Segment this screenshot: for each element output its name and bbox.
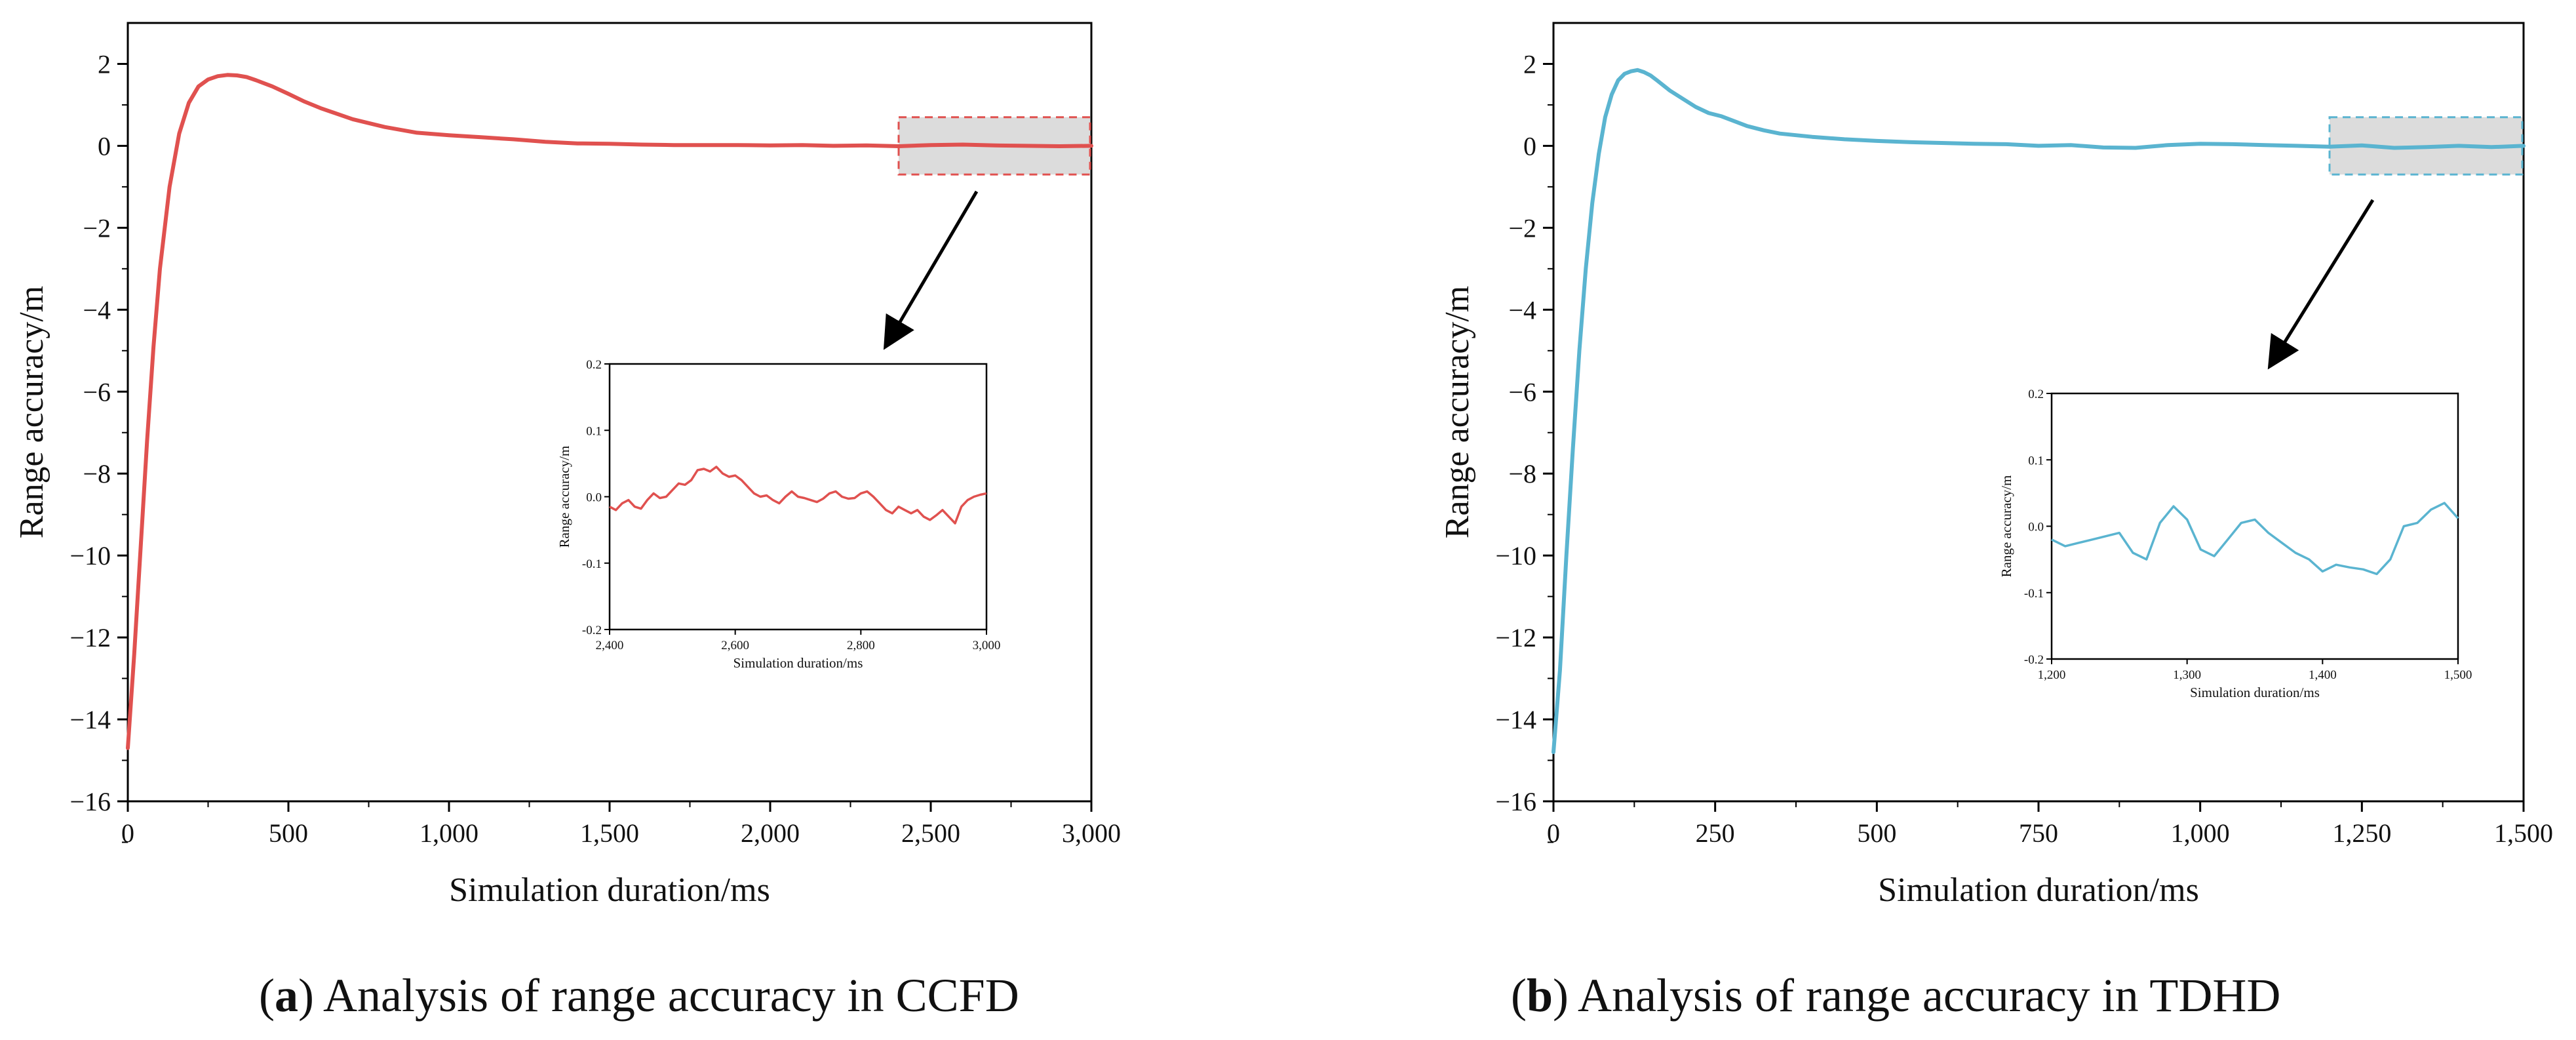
inset-x-tick-label: 2,800 — [847, 639, 875, 652]
inset-chart: 1,200 1,300 1,400 1,500 0.2 0.1 0.0 -0.1 -0.2 Sim… — [1999, 388, 2472, 700]
inset-y-tick-label: 0.1 — [586, 424, 602, 438]
x-tick-label: 2,500 — [901, 818, 960, 848]
inset-x-tick-label: 1,500 — [2444, 668, 2472, 682]
inset-chart: 2,400 2,600 2,800 3,000 0.2 0.1 0.0 -0.1 -0.2 Sim… — [556, 358, 1000, 671]
y-tick-label: −2 — [83, 213, 111, 243]
inset-y-tick-label: 0.2 — [586, 358, 602, 372]
x-tick-label: 0 — [1547, 818, 1560, 848]
x-tick-label: 1,500 — [580, 818, 639, 848]
y-tick-label: −6 — [1508, 377, 1536, 407]
caption-open: ( — [1511, 969, 1527, 1022]
y-axis-label: Range accuracy/m — [13, 286, 50, 538]
inset-x-tick-label: 3,000 — [973, 639, 1001, 652]
inset-x-tick-label: 1,200 — [2038, 668, 2066, 682]
x-tick-label: 1,250 — [2332, 818, 2391, 848]
inset-x-tick-label: 2,400 — [596, 639, 624, 652]
chart-panel-a: 0 500 1,000 1,500 2,000 2,500 3,000 2 0 −2 −4 −6 −8 −… — [13, 22, 1121, 1022]
caption-letter: a — [275, 969, 298, 1022]
y-tick-label: −16 — [69, 787, 111, 816]
y-tick-label: −8 — [1508, 459, 1536, 489]
caption-text: ) Analysis of range accuracy in TDHD — [1553, 969, 2280, 1022]
inset-x-axis-label: Simulation duration/ms — [2190, 685, 2320, 700]
inset-y-tick-label: -0.2 — [582, 624, 602, 637]
x-tick-label: 250 — [1696, 818, 1735, 848]
inset-x-tick-label: 1,400 — [2309, 668, 2337, 682]
x-tick-label: 750 — [2019, 818, 2058, 848]
caption-open: ( — [259, 969, 275, 1022]
inset-frame — [2050, 392, 2459, 660]
inset-y-axis-label: Range accuracy/m — [556, 446, 572, 548]
inset-y-tick-label: -0.1 — [2024, 587, 2044, 601]
y-tick-label: −14 — [69, 705, 111, 734]
series-line-tdhd — [1551, 68, 2526, 754]
y-tick-label: 0 — [98, 131, 111, 161]
chart-panel-b: 0 250 500 750 1,000 1,250 1,500 2 0 −2 −4 −6 −8 −10 −1… — [1439, 22, 2553, 1022]
y-tick-label: −16 — [1495, 787, 1536, 816]
y-tick-label: 0 — [1523, 131, 1536, 161]
inset-y-tick-label: 0.0 — [2028, 521, 2044, 534]
y-tick-label: −10 — [69, 541, 111, 570]
inset-y-axis-label: Range accuracy/m — [1999, 475, 2014, 578]
y-tick-label: −8 — [83, 459, 111, 489]
x-tick-label: 2,000 — [741, 818, 800, 848]
y-tick-label: 2 — [98, 49, 111, 79]
y-tick-label: −4 — [83, 295, 111, 325]
x-tick-label: 500 — [1857, 818, 1896, 848]
caption-letter: b — [1527, 969, 1553, 1022]
y-tick-label: −14 — [1495, 705, 1536, 734]
y-tick-label: −12 — [69, 623, 111, 652]
y-tick-label: −12 — [1495, 623, 1536, 652]
inset-series-line — [2051, 502, 2459, 576]
y-tick-label: −2 — [1508, 213, 1536, 243]
inset-y-tick-label: 0.1 — [2028, 454, 2044, 468]
zoom-arrow — [2267, 199, 2375, 370]
caption-text: ) Analysis of range accuracy in CCFD — [298, 969, 1019, 1022]
series-line-ccfd — [126, 73, 1093, 750]
y-axis-label: Range accuracy/m — [1439, 286, 1476, 538]
panel-caption: (a) Analysis of range accuracy in CCFD — [259, 969, 1019, 1022]
panel-caption: (b) Analysis of range accuracy in TDHD — [1511, 969, 2280, 1022]
x-tick-label: 1,500 — [2494, 818, 2553, 848]
x-tick-label: 1,000 — [2171, 818, 2230, 848]
x-tick-label: 1,000 — [420, 818, 478, 848]
y-tick-label: −6 — [83, 377, 111, 407]
x-tick-label: 0 — [121, 818, 134, 848]
inset-x-tick-label: 2,600 — [721, 639, 749, 652]
inset-x-axis-label: Simulation duration/ms — [733, 655, 863, 671]
inset-y-tick-label: 0.0 — [586, 491, 602, 505]
inset-y-tick-label: 0.2 — [2028, 388, 2044, 401]
inset-y-tick-label: -0.1 — [582, 557, 602, 571]
x-axis-label: Simulation duration/ms — [1878, 871, 2199, 909]
x-axis-label: Simulation duration/ms — [449, 871, 770, 909]
x-tick-label: 500 — [269, 818, 308, 848]
inset-x-tick-label: 1,300 — [2173, 668, 2201, 682]
y-tick-label: −4 — [1508, 295, 1536, 325]
zoom-arrow — [883, 190, 979, 350]
inset-series-line — [609, 466, 987, 525]
x-tick-label: 3,000 — [1062, 818, 1121, 848]
y-tick-label: 2 — [1523, 49, 1536, 79]
y-tick-label: −10 — [1495, 541, 1536, 570]
inset-y-tick-label: -0.2 — [2024, 653, 2044, 667]
